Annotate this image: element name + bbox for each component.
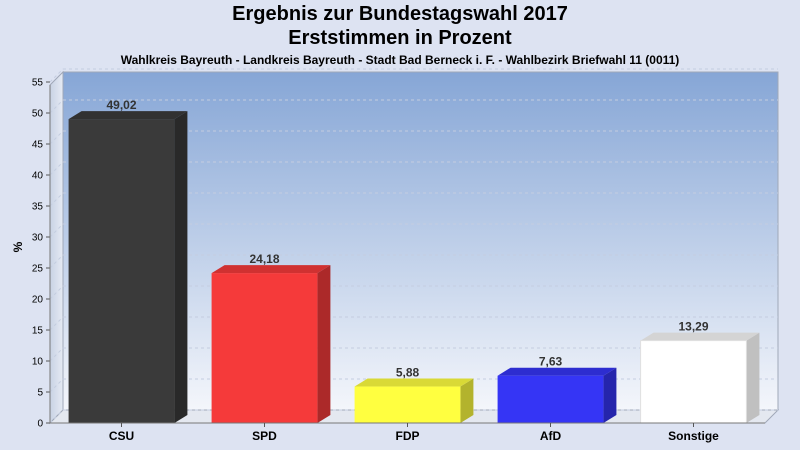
- y-axis: 0 5 10 15 20 25 30 35 40 45 50 55: [32, 78, 51, 430]
- y-tick-label: 45: [32, 140, 44, 151]
- y-tick-label: 30: [32, 233, 44, 244]
- x-tick-label: Sonstige: [668, 429, 719, 443]
- bar-spd: 24,18: [211, 252, 331, 423]
- bar-side: [174, 111, 188, 424]
- bar-top: [640, 332, 760, 341]
- bar-front: [68, 119, 175, 424]
- data-label: 13,29: [678, 320, 708, 334]
- bar-side: [746, 332, 760, 423]
- y-tick-label: 10: [32, 357, 44, 368]
- bar-side: [603, 367, 617, 423]
- x-axis: CSU SPD FDP AfD Sonstige: [50, 422, 765, 443]
- bar-front: [497, 375, 604, 423]
- y-tick-label: 0: [37, 419, 43, 430]
- y-tick-label: 50: [32, 109, 44, 120]
- data-label: 5,88: [396, 366, 420, 380]
- y-tick-label: 25: [32, 264, 44, 275]
- bar-front: [354, 386, 461, 423]
- y-tick-label: 5: [37, 388, 43, 399]
- x-tick-label: CSU: [109, 429, 134, 443]
- bar-side: [317, 265, 331, 423]
- bars: 49,02 24,18 5,88 7,63 13,29: [68, 98, 760, 424]
- bar-afd: 7,63: [497, 355, 617, 423]
- bar-top: [497, 367, 617, 376]
- plot-side-wall: [49, 70, 64, 425]
- y-tick-label: 15: [32, 326, 44, 337]
- data-label: 7,63: [539, 355, 563, 369]
- y-tick-label: 40: [32, 171, 44, 182]
- x-tick-label: SPD: [252, 429, 277, 443]
- data-label: 49,02: [106, 98, 136, 112]
- bar-top: [211, 265, 331, 274]
- chart-subtitle: Erststimmen in Prozent: [288, 27, 512, 49]
- y-tick-label: 20: [32, 295, 44, 306]
- bar-front: [640, 340, 747, 424]
- chart-caption: Wahlkreis Bayreuth - Landkreis Bayreuth …: [120, 53, 680, 67]
- y-axis-label: %: [11, 241, 25, 252]
- bar-csu: 49,02: [68, 98, 188, 424]
- data-label: 24,18: [249, 252, 279, 266]
- y-tick-label: 35: [32, 202, 44, 213]
- bar-top: [68, 111, 188, 120]
- x-tick-label: AfD: [540, 429, 562, 443]
- chart-title: Ergebnis zur Bundestagswahl 2017: [232, 3, 568, 25]
- bar-top: [354, 378, 474, 387]
- y-tick-label: 55: [32, 78, 44, 89]
- bar-side: [460, 378, 474, 423]
- x-tick-label: FDP: [396, 429, 420, 443]
- bar-sonstige: 13,29: [640, 320, 760, 424]
- bar-fdp: 5,88: [354, 366, 474, 423]
- bar-front: [211, 273, 318, 423]
